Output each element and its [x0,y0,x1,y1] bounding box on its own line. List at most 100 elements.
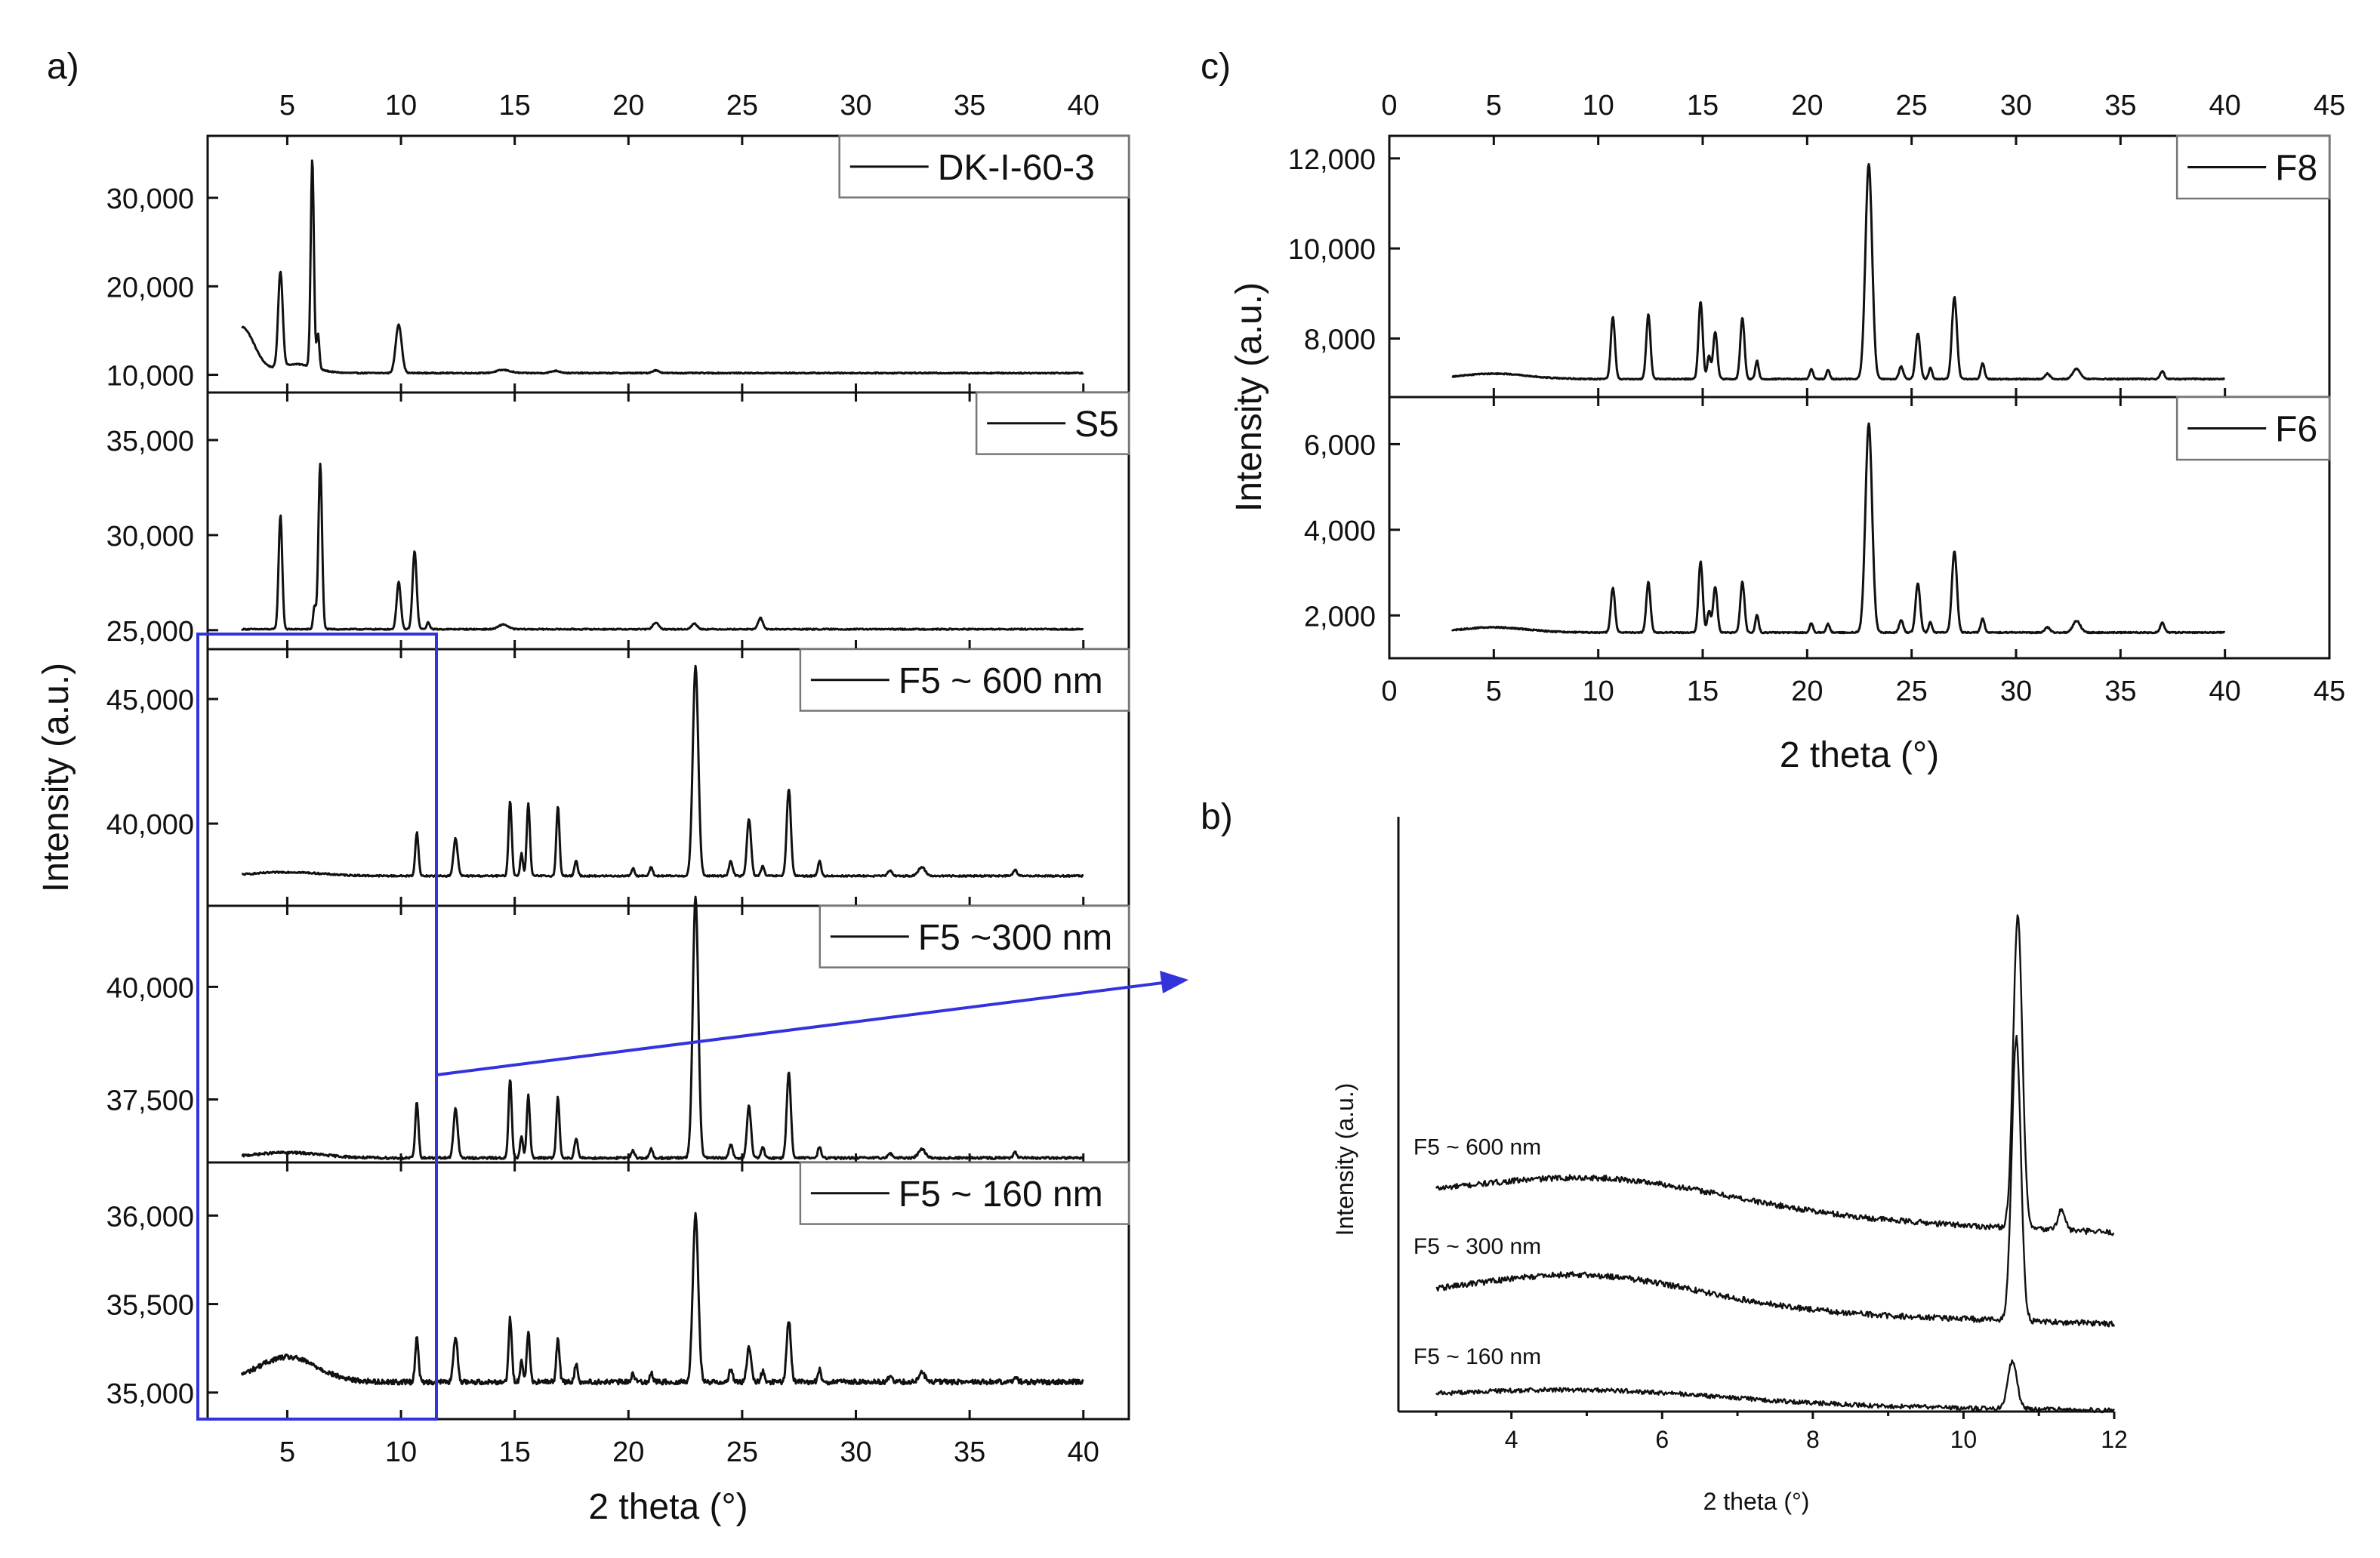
x-tick-label-top: 40 [2209,90,2241,122]
y-tick-label: 12,000 [1288,144,1376,176]
x-tick-label-top: 45 [2314,90,2345,122]
x-tick-label-top: 15 [499,90,531,122]
zoom-arrow-line [436,981,1164,1076]
x-tick-label-top: 0 [1381,90,1397,122]
x-tick-label-top: 5 [279,90,295,122]
trace-group-b-f5-160-nm: F5 ~ 160 nm [1414,1344,2115,1414]
y-tick-label: 30,000 [106,183,194,215]
x-tick-label-bottom: 5 [1486,676,1502,707]
x-tick-label-top: 30 [2000,90,2032,122]
x-tick-label-bottom: 10 [385,1436,417,1468]
x-tick-label-bottom: 25 [726,1436,758,1468]
x-axis-title: 2 theta (°) [1703,1488,1810,1515]
y-tick-label: 4,000 [1304,516,1376,547]
subplot-a-s5: 25,000 30,000 35,000 S5 [106,391,1130,649]
y-tick-label: 37,500 [106,1085,194,1116]
zoom-arrow-head [1160,971,1188,993]
subplot-a-f5-600-nm: 40,000 45,000 F5 ~ 600 nm [106,648,1130,906]
panel-c-chart: 8,000 10,000 12,000 F8 2,000 4,000 6,000 F6 0 5 10… [1229,90,2345,775]
y-tick-label: 2,000 [1304,601,1376,633]
panel-b-label: b) [1201,797,1233,837]
y-tick-label: 40,000 [106,972,194,1004]
y-axis-title: Intensity (a.u.) [1331,1083,1358,1236]
x-tick-label-bottom: 30 [840,1436,871,1468]
x-tick-label-bottom: 35 [954,1436,985,1468]
y-tick-label: 35,000 [106,426,194,457]
x-tick-label-bottom: 25 [1896,676,1928,707]
plot-frame-a [206,134,1130,1421]
y-tick-label: 8,000 [1304,324,1376,356]
x-tick-label-bottom: 45 [2314,676,2345,707]
x-tick-label: 6 [1655,1426,1669,1453]
trace-group-b-f5-600-nm: F5 ~ 600 nm [1414,914,2115,1236]
y-tick-label: 35,500 [106,1290,194,1322]
panel-c-label: c) [1201,47,1231,87]
legend-label: F8 [2275,149,2317,189]
y-axis-title: Intensity (a.u.) [36,663,76,892]
subplot-a-f5-300-nm: 37,500 40,000 F5 ~300 nm [106,895,1130,1162]
y-tick-label: 10,000 [106,361,194,393]
x-tick-label-top: 10 [385,90,417,122]
legend-label: F5 ~ 160 nm [899,1175,1103,1215]
x-tick-label-top: 35 [954,90,985,122]
panel-a-label: a) [47,47,79,87]
x-tick-label-top: 35 [2104,90,2136,122]
x-axis-title: 2 theta (°) [1780,735,1939,775]
xrd-pattern-a-dk-i-60-3 [241,159,1084,375]
x-tick-label-bottom: 5 [279,1436,295,1468]
x-tick-label-bottom: 20 [1791,676,1823,707]
panel-a-chart: 10,000 20,000 30,000 DK-I-60-3 25,000 30,000 3… [36,90,1130,1527]
y-tick-label: 20,000 [106,272,194,303]
xrd-pattern-b-f5-300-nm [1435,1034,2116,1328]
x-tick-label-top: 10 [1583,90,1614,122]
y-tick-label: 25,000 [106,616,194,648]
x-axis-title: 2 theta (°) [588,1487,748,1527]
zoom-region-box [196,633,438,1421]
y-tick-label: 10,000 [1288,234,1376,266]
x-tick-label-bottom: 15 [499,1436,531,1468]
legend-label: S5 [1074,405,1119,445]
x-tick-label-bottom: 20 [612,1436,644,1468]
x-tick-label-bottom: 0 [1381,676,1397,707]
x-tick-label-top: 25 [726,90,758,122]
legend-label: F6 [2275,410,2317,450]
x-tick-label-top: 20 [612,90,644,122]
x-tick-label: 4 [1505,1426,1518,1453]
xrd-pattern-a-f5-300-nm [241,895,1084,1160]
x-tick-label-top: 25 [1896,90,1928,122]
subplot-a-f5-160-nm: 35,000 35,500 36,000 F5 ~ 160 nm [106,1161,1130,1419]
x-tick-label-bottom: 40 [2209,676,2241,707]
trace-label: F5 ~ 300 nm [1414,1234,1541,1259]
xrd-pattern-a-f5-600-nm [241,664,1084,878]
x-tick-label-bottom: 40 [1068,1436,1099,1468]
panel-b-chart: 4 6 8 10 12 2 theta (°) Intensity (a.u.) F5 ~ 6… [1331,817,2128,1515]
legend-label: DK-I-60-3 [938,148,1095,188]
xrd-pattern-c-f6 [1451,422,2226,635]
xrd-pattern-a-s5 [241,462,1084,631]
xrd-pattern-a-f5-160-nm [240,1212,1084,1386]
subplot-a-dk-i-60-3: 10,000 20,000 30,000 DK-I-60-3 [106,134,1130,393]
subplot-c-f8: 8,000 10,000 12,000 F8 [1288,134,2331,397]
legend-label: F5 ~ 600 nm [899,661,1103,701]
y-tick-label: 6,000 [1304,430,1376,461]
xrd-pattern-b-f5-600-nm [1435,914,2115,1236]
trace-label: F5 ~ 600 nm [1414,1135,1541,1160]
x-tick-label-top: 30 [840,90,871,122]
y-tick-label: 40,000 [106,809,194,841]
x-tick-label: 12 [2101,1426,2128,1453]
xrd-pattern-c-f8 [1451,163,2226,381]
y-tick-label: 35,000 [106,1378,194,1410]
x-tick-label-bottom: 10 [1583,676,1614,707]
x-tick-label-bottom: 30 [2000,676,2032,707]
subplot-c-f6: 2,000 4,000 6,000 F6 [1304,396,2331,658]
y-tick-label: 36,000 [106,1201,194,1233]
y-tick-label: 45,000 [106,685,194,716]
x-tick-label: 10 [1950,1426,1978,1453]
x-tick-label-top: 15 [1687,90,1719,122]
y-tick-label: 30,000 [106,521,194,553]
trace-label: F5 ~ 160 nm [1414,1344,1541,1369]
x-tick-label-bottom: 35 [2104,676,2136,707]
y-axis-title: Intensity (a.u.) [1229,282,1269,512]
trace-group-b-f5-300-nm: F5 ~ 300 nm [1414,1034,2116,1328]
